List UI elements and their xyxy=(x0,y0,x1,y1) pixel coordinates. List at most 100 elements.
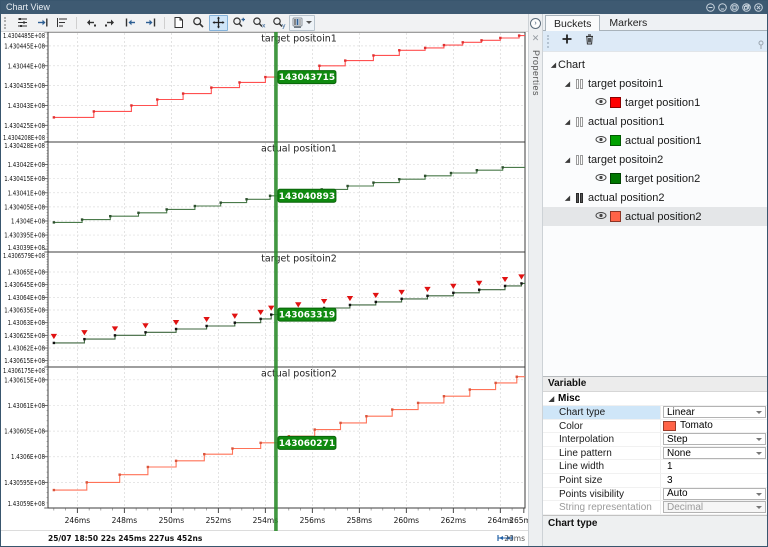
chart-order-button[interactable] xyxy=(53,15,72,31)
svg-text:143040893: 143040893 xyxy=(279,192,335,202)
y-tick-label: 1.430415E+08 xyxy=(4,175,45,183)
close-window-icon[interactable] xyxy=(754,3,763,12)
goto-end-button[interactable] xyxy=(33,15,52,31)
toolbar-grip[interactable] xyxy=(4,17,8,29)
combo-value: Step xyxy=(667,434,688,445)
tree-row[interactable]: ◢actual position1 xyxy=(543,112,768,131)
delete-bucket-button[interactable] xyxy=(584,32,595,50)
property-row: Line width1 xyxy=(543,460,768,474)
property-label[interactable]: Color xyxy=(543,420,661,433)
zoom-x-button[interactable]: x xyxy=(249,15,268,31)
y-tick-label: 1.430595E+08 xyxy=(4,479,45,487)
back-view-button[interactable] xyxy=(81,15,100,31)
chart-canvas[interactable]: 1.4304485E+081.430445E+081.43044E+081.43… xyxy=(1,32,528,547)
chevron-down-icon[interactable] xyxy=(756,411,762,414)
property-text-value[interactable]: 1 xyxy=(663,461,673,472)
property-label[interactable]: Interpolation xyxy=(543,433,661,446)
y-tick-label: 1.430435E+08 xyxy=(4,82,45,90)
y-tick-label: 1.43061E+08 xyxy=(8,402,45,410)
pan-right-button[interactable] xyxy=(141,15,160,31)
color-swatch[interactable] xyxy=(663,421,676,431)
tree-item-label: target position1 xyxy=(625,97,700,109)
chevron-down-icon[interactable] xyxy=(756,452,762,455)
expander-icon[interactable]: ◢ xyxy=(563,156,572,164)
variable-panel: Variable ◢ Misc Chart typeLinearColorTom… xyxy=(543,376,768,547)
property-value: Tomato xyxy=(661,420,768,433)
zoom-select-button[interactable] xyxy=(189,15,208,31)
expander-icon[interactable]: ◢ xyxy=(549,61,558,69)
bucket-icon xyxy=(576,193,583,203)
expander-icon[interactable]: ◢ xyxy=(547,395,556,403)
maximize-window-icon[interactable] xyxy=(730,3,739,12)
tree-row[interactable]: actual position2 xyxy=(543,207,768,226)
zoom-in-button[interactable] xyxy=(229,15,248,31)
time-cursor[interactable] xyxy=(274,32,278,531)
property-combo[interactable]: None xyxy=(663,447,766,459)
property-label[interactable]: String representation xyxy=(543,501,661,514)
y-tick-label: 1.430425E+08 xyxy=(4,122,45,130)
tab-buckets[interactable]: Buckets xyxy=(545,15,600,31)
buckets-toolbar-grip[interactable] xyxy=(547,35,550,48)
property-combo[interactable]: Linear xyxy=(663,406,766,418)
property-combo[interactable]: Decimal xyxy=(663,501,766,513)
x-tick-label: 260ms xyxy=(394,516,420,525)
visibility-eye-icon[interactable] xyxy=(595,97,607,109)
cursor-value-badge: 143040893 xyxy=(278,189,336,202)
zoom-y-button[interactable]: y xyxy=(269,15,288,31)
bucket-icon xyxy=(576,79,583,89)
property-label[interactable]: Points visibility xyxy=(543,488,661,501)
property-value: Decimal xyxy=(661,501,768,514)
property-label[interactable]: Chart type xyxy=(543,406,661,419)
misc-group-header[interactable]: ◢ Misc xyxy=(543,392,768,406)
y-tick-label: 1.430625E+08 xyxy=(4,332,45,340)
chevron-down-icon[interactable] xyxy=(756,493,762,496)
minimize-window-icon[interactable] xyxy=(718,3,727,12)
pan-tool-button[interactable] xyxy=(209,15,228,31)
properties-vertical-tab[interactable]: Properties xyxy=(530,50,541,96)
property-value: 1 xyxy=(661,460,768,473)
collapse-window-icon[interactable] xyxy=(706,3,715,12)
chevron-down-icon[interactable] xyxy=(756,506,762,509)
restore-window-icon[interactable] xyxy=(742,3,751,12)
tree-row[interactable]: ◢target positoin2 xyxy=(543,150,768,169)
visibility-eye-icon[interactable] xyxy=(595,173,607,185)
probe-dropdown-caret[interactable] xyxy=(306,21,312,24)
span-length-label: 20ms xyxy=(504,534,525,543)
property-label[interactable]: Line pattern xyxy=(543,447,661,460)
point-marker-icon xyxy=(502,277,508,282)
tree-row[interactable]: target position2 xyxy=(543,169,768,188)
forward-view-button[interactable] xyxy=(101,15,120,31)
y-tick-label: 1.4304208E+08 xyxy=(3,134,45,142)
y-tick-label: 1.4306579E+08 xyxy=(3,252,45,260)
expander-icon[interactable]: ◢ xyxy=(563,194,572,202)
property-text-value[interactable]: 3 xyxy=(663,475,673,486)
chart-list-button[interactable] xyxy=(13,15,32,31)
tree-row[interactable]: actual position1 xyxy=(543,131,768,150)
point-marker-icon xyxy=(398,290,404,295)
property-row: Line patternNone xyxy=(543,447,768,461)
property-combo[interactable]: Step xyxy=(663,433,766,445)
tree-row[interactable]: ◢actual position2 xyxy=(543,188,768,207)
tab-markers[interactable]: Markers xyxy=(600,14,656,30)
add-bucket-button[interactable] xyxy=(561,32,573,50)
expand-properties-button[interactable]: › xyxy=(530,18,541,29)
chevron-down-icon[interactable] xyxy=(756,438,762,441)
tree-row[interactable]: ◢Chart xyxy=(543,55,768,74)
probe-tool-button[interactable] xyxy=(289,15,315,31)
new-page-button[interactable] xyxy=(169,15,188,31)
property-combo[interactable]: Auto xyxy=(663,488,766,500)
expander-icon[interactable]: ◢ xyxy=(563,80,572,88)
property-label[interactable]: Point size xyxy=(543,474,661,487)
title-bar[interactable]: Chart View xyxy=(1,1,767,14)
property-label[interactable]: Line width xyxy=(543,460,661,473)
visibility-eye-icon[interactable] xyxy=(595,135,607,147)
tree-item-label: actual position2 xyxy=(625,211,701,223)
toolbar-separator xyxy=(164,17,165,29)
tree-row[interactable]: target position1 xyxy=(543,93,768,112)
tree-item-label: actual position1 xyxy=(625,135,701,147)
expander-icon[interactable]: ◢ xyxy=(563,118,572,126)
tree-row[interactable]: ◢target positoin1 xyxy=(543,74,768,93)
pan-left-button[interactable] xyxy=(121,15,140,31)
chart-list-icon xyxy=(16,16,29,29)
visibility-eye-icon[interactable] xyxy=(595,211,607,223)
